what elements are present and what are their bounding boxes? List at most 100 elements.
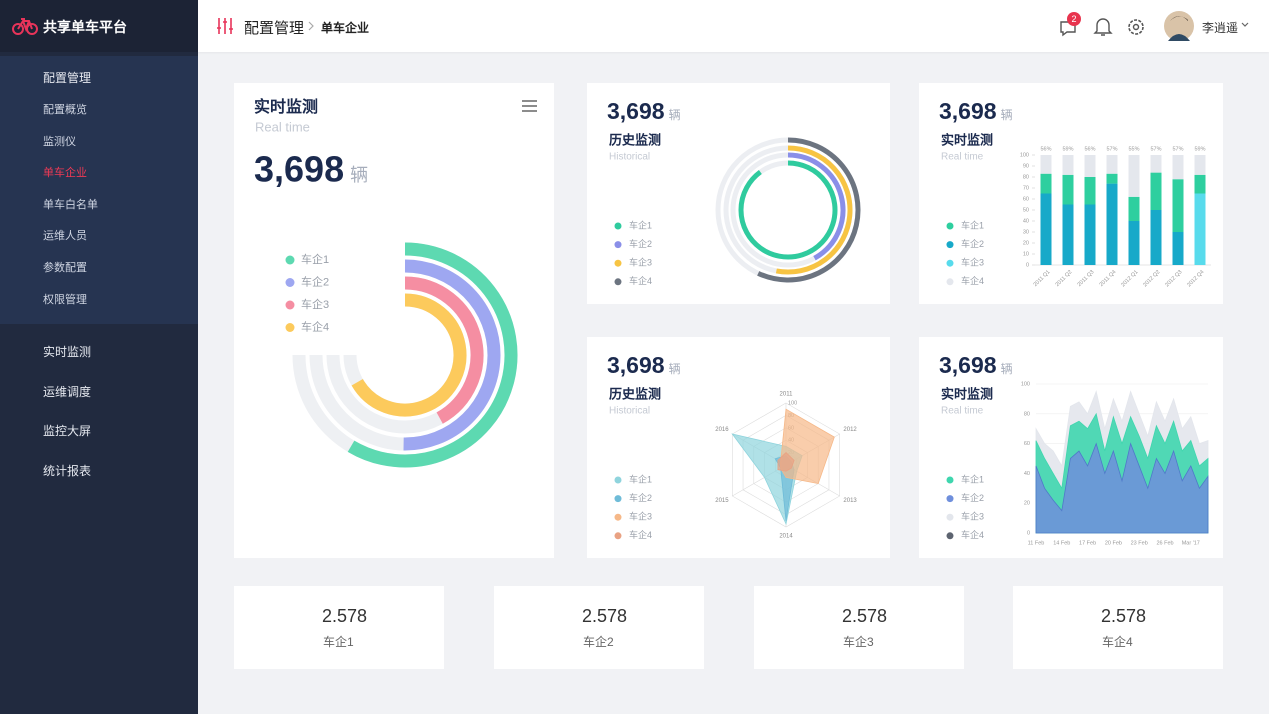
radial-bar xyxy=(403,259,501,451)
stat-value: 2.578 xyxy=(322,606,368,626)
notification-badge: 2 xyxy=(1067,12,1081,26)
chart: 3,698辆历史监测Historical车企1车企2车企3车企420406080… xyxy=(607,352,857,540)
stat-label: 车企4 xyxy=(1102,635,1133,649)
chart-title: 实时监测 xyxy=(941,386,993,401)
bar-segment xyxy=(1150,210,1162,265)
submenu-item[interactable]: 配置概览 xyxy=(43,104,87,116)
card: 3,698辆历史监测Historical车企1车企2车企3车企420406080… xyxy=(587,337,890,558)
bar-segment xyxy=(1128,221,1140,265)
legend-swatch xyxy=(946,495,954,503)
bar-annotation: 59% xyxy=(1062,146,1073,152)
x-tick-label: 2011 Q3 xyxy=(1077,269,1096,288)
y-tick-label: 40 xyxy=(1024,471,1030,477)
radial-bar xyxy=(351,293,467,417)
user-dropdown[interactable] xyxy=(1241,22,1249,28)
x-tick-label: 17 Feb xyxy=(1079,540,1096,546)
y-tick-label: 70 xyxy=(1023,185,1029,191)
menu-item[interactable]: 统计报表 xyxy=(43,463,92,478)
legend-swatch xyxy=(614,278,622,286)
menu: 配置管理配置概览监测仪单车企业单车白名单运维人员参数配置权限管理实时监测运维调度… xyxy=(0,0,198,714)
legend-swatch xyxy=(946,241,954,249)
brand-bar: 共享单车平台 xyxy=(0,0,198,52)
chart-title: 实时监测 xyxy=(941,132,993,147)
menu-icon[interactable] xyxy=(522,100,537,112)
submenu-item[interactable]: 监测仪 xyxy=(43,135,76,148)
radial-bar xyxy=(347,242,518,468)
bar-segment xyxy=(1040,193,1052,265)
legend-label: 车企3 xyxy=(301,297,329,311)
total: 3,698 xyxy=(939,98,997,124)
submenu-item[interactable]: 单车白名单 xyxy=(43,198,98,211)
legend-label: 车企1 xyxy=(629,219,652,230)
legend-label: 车企1 xyxy=(961,219,984,230)
legend-swatch xyxy=(614,532,622,540)
breadcrumb-parent[interactable]: 配置管理 xyxy=(244,20,305,37)
bar-segment xyxy=(1194,193,1206,265)
submenu-item[interactable]: 单车企业 xyxy=(43,167,87,180)
submenu-item[interactable]: 参数配置 xyxy=(43,262,87,274)
bar-annotation: 57% xyxy=(1172,146,1183,152)
bar-segment xyxy=(1084,155,1096,177)
stat-value: 2.578 xyxy=(1101,606,1147,626)
menu-item[interactable]: 配置管理 xyxy=(43,71,92,85)
stat-card: 2.578 车企4 xyxy=(1013,586,1223,669)
bar-segment xyxy=(1084,204,1096,265)
x-tick-label: 11 Feb xyxy=(1028,540,1045,546)
legend-label: 车企2 xyxy=(961,492,984,503)
menu-item[interactable]: 运维调度 xyxy=(43,384,92,399)
total: 3,698 xyxy=(939,352,997,378)
ring-arc xyxy=(787,152,846,261)
unit: 辆 xyxy=(1001,108,1013,122)
chart-title: 历史监测 xyxy=(609,386,661,401)
axis-label: 2012 xyxy=(843,427,857,433)
y-tick-label: 30 xyxy=(1023,229,1029,235)
stat-card: 2.578 车企1 xyxy=(234,586,444,669)
menu-item[interactable]: 实时监测 xyxy=(43,345,92,359)
legend-swatch xyxy=(285,278,295,287)
legend-label: 车企3 xyxy=(629,511,652,522)
card: 3,698 辆实时监测 Real time 车企1 车企2 车企3 车企4 0 10 20 30 40… xyxy=(919,83,1223,304)
y-tick-label: 20 xyxy=(1024,501,1030,507)
bar-segment xyxy=(1194,155,1206,175)
ring-arc xyxy=(775,145,853,275)
legend-label: 车企4 xyxy=(301,319,329,333)
stat-label: 车企2 xyxy=(583,635,614,649)
legend-swatch xyxy=(614,241,622,249)
legend-label: 车企3 xyxy=(961,257,984,268)
legend-swatch xyxy=(946,222,954,230)
total: 3,698 xyxy=(607,352,665,378)
bar-annotation: 57% xyxy=(1150,146,1161,152)
submenu-item[interactable]: 运维人员 xyxy=(43,230,87,243)
menu-item[interactable]: 监控大屏 xyxy=(43,424,92,438)
unit: 辆 xyxy=(669,108,681,122)
legend-label: 车企4 xyxy=(629,275,652,286)
bar-segment xyxy=(1172,155,1184,180)
legend-swatch xyxy=(946,278,954,286)
bar-annotation: 59% xyxy=(1194,146,1205,152)
legend-swatch xyxy=(614,476,622,484)
bar-segment xyxy=(1194,174,1206,194)
brand-icon xyxy=(12,18,38,35)
stat-label: 车企3 xyxy=(843,635,874,649)
card: 3,698 辆实时监测 Real time 车企1 车企2 车企3 车企4 0 20 40 60 80… xyxy=(919,337,1223,558)
x-tick-label: 2011 Q2 xyxy=(1055,269,1074,288)
chart-subtitle: Real time xyxy=(255,119,310,134)
user-name[interactable]: 李逍遥 xyxy=(1202,21,1239,35)
legend-label: 车企1 xyxy=(629,473,652,484)
breadcrumb-icon xyxy=(217,18,233,34)
ring-arc xyxy=(757,137,861,283)
unit: 辆 xyxy=(669,362,681,376)
legend-label: 车企3 xyxy=(629,257,652,268)
submenu-item[interactable]: 权限管理 xyxy=(43,293,87,306)
legend-swatch xyxy=(614,513,622,521)
bar-segment xyxy=(1128,155,1140,197)
settings-icon[interactable] xyxy=(1126,17,1146,37)
stat-value: 2.578 xyxy=(842,606,888,626)
user-avatar[interactable] xyxy=(1164,11,1194,41)
bell-icon[interactable] xyxy=(1093,16,1113,38)
legend-label: 车企1 xyxy=(301,252,329,266)
axis-label: 2015 xyxy=(715,498,729,504)
x-tick-label: 23 Feb xyxy=(1131,540,1148,546)
